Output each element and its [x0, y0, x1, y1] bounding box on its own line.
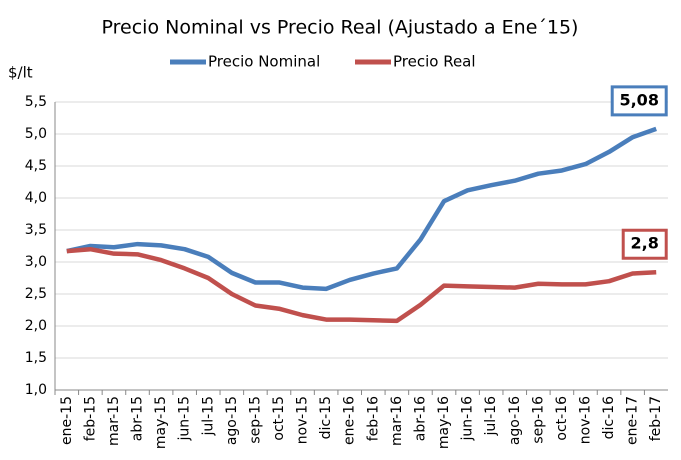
x-tick-label: sep-16 — [530, 396, 546, 444]
x-tick-label: jun-16 — [460, 396, 476, 442]
y-axis-label: $/lt — [8, 64, 33, 82]
x-tick-label: mar-15 — [106, 396, 122, 446]
x-tick-label: jul-16 — [483, 396, 499, 437]
x-tick-label: may-16 — [436, 396, 452, 449]
y-tick-label: 3,0 — [25, 254, 47, 270]
x-tick-label: dic-16 — [601, 396, 617, 439]
y-tick-label: 1,0 — [25, 382, 47, 398]
x-tick-label: ene-17 — [625, 396, 641, 445]
x-tick-label: dic-15 — [318, 396, 334, 439]
line-series — [66, 246, 657, 324]
y-tick-label: 5,0 — [25, 126, 47, 142]
x-tick-label: may-15 — [153, 396, 169, 449]
y-tick-label: 1,5 — [25, 350, 47, 366]
x-tick-label: sep-15 — [247, 396, 263, 444]
data-label: 2,8 — [631, 234, 659, 253]
x-tick-label: feb-16 — [365, 396, 381, 441]
y-tick-label: 2,5 — [25, 286, 47, 302]
legend-label: Precio Nominal — [208, 53, 320, 71]
data-label-box — [621, 228, 668, 260]
y-tick-label: 5,5 — [25, 94, 47, 110]
x-tick-label: ene-16 — [342, 396, 358, 445]
x-tick-label: ago-16 — [507, 396, 523, 445]
x-tick-label: feb-17 — [648, 396, 664, 441]
y-tick-label: 4,0 — [25, 190, 47, 206]
y-tick-label: 2,0 — [25, 318, 47, 334]
x-tick-label: mar-16 — [389, 396, 405, 446]
chart-title: Precio Nominal vs Precio Real (Ajustado … — [102, 17, 579, 39]
y-tick-label: 4,5 — [25, 158, 47, 174]
x-tick-label: oct-15 — [271, 396, 287, 441]
x-tick-label: nov-16 — [577, 396, 593, 444]
x-tick-label: feb-15 — [82, 396, 98, 441]
x-tick-label: ene-15 — [59, 396, 75, 445]
x-tick-label: jun-15 — [177, 396, 193, 442]
x-tick-label: jul-15 — [200, 396, 216, 437]
x-tick-label: ago-15 — [224, 396, 240, 445]
line-series — [66, 126, 657, 292]
y-tick-label: 3,5 — [25, 222, 47, 238]
x-tick-label: abr-16 — [412, 396, 428, 441]
legend-label: Precio Real — [393, 53, 476, 71]
data-label-box — [610, 85, 668, 117]
data-label: 5,08 — [619, 90, 658, 109]
x-tick-label: nov-15 — [295, 396, 311, 444]
x-tick-label: abr-15 — [130, 396, 146, 441]
x-tick-label: oct-16 — [554, 396, 570, 441]
